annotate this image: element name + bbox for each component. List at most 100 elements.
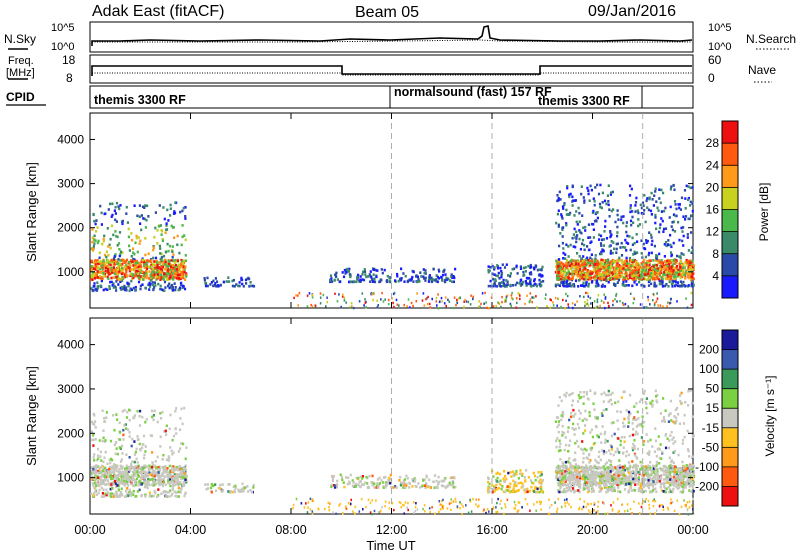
- data-cell: [600, 258, 603, 262]
- data-cell: [165, 424, 168, 428]
- data-cell: [564, 271, 567, 274]
- data-cell: [181, 209, 184, 213]
- data-cell: [176, 273, 179, 277]
- data-cell: [542, 280, 545, 283]
- data-cell: [628, 268, 631, 271]
- data-cell: [606, 259, 609, 263]
- nave-label: Nave: [748, 63, 776, 77]
- data-cell: [679, 272, 682, 276]
- data-cell: [160, 492, 163, 496]
- data-cell: [660, 217, 663, 220]
- data-cell: [606, 194, 609, 197]
- data-cell: [599, 242, 603, 245]
- data-cell: [103, 475, 106, 479]
- data-cell: [138, 261, 142, 265]
- data-cell: [364, 481, 367, 484]
- data-cell: [644, 269, 647, 273]
- data-cell: [522, 270, 525, 274]
- data-cell: [161, 238, 164, 241]
- data-cell: [557, 262, 560, 265]
- data-cell: [103, 272, 106, 276]
- data-cell: [608, 208, 611, 211]
- data-cell: [503, 266, 507, 269]
- data-cell: [172, 259, 175, 262]
- data-cell: [177, 481, 180, 484]
- data-cell: [574, 236, 577, 239]
- data-cell: [153, 281, 156, 284]
- data-cell: [241, 482, 244, 486]
- data-cell: [661, 277, 664, 281]
- data-cell: [500, 271, 504, 275]
- data-cell: [123, 479, 126, 483]
- data-cell: [175, 274, 178, 278]
- data-cell: [250, 490, 254, 494]
- data-cell: [562, 298, 564, 302]
- data-cell: [164, 263, 167, 266]
- data-cell: [169, 446, 172, 449]
- data-cell: [90, 259, 93, 263]
- data-cell: [692, 267, 695, 270]
- data-cell: [436, 280, 439, 284]
- data-cell: [126, 410, 129, 414]
- data-cell: [579, 268, 582, 271]
- data-cell: [104, 472, 107, 475]
- data-cell: [582, 255, 585, 258]
- data-cell: [689, 204, 692, 207]
- data-cell: [654, 427, 657, 430]
- data-cell: [112, 482, 115, 486]
- data-cell: [182, 206, 185, 210]
- data-cell: [91, 278, 94, 281]
- data-cell: [523, 476, 526, 479]
- data-cell: [650, 272, 653, 275]
- data-cell: [529, 280, 532, 283]
- data-cell: [357, 483, 360, 487]
- data-cell: [487, 487, 490, 490]
- data-cell: [450, 275, 453, 278]
- data-cell: [175, 473, 178, 477]
- data-cell: [630, 489, 633, 492]
- data-cell: [651, 267, 654, 270]
- data-cell: [364, 298, 366, 301]
- data-cell: [571, 276, 574, 280]
- data-cell: [677, 268, 680, 272]
- data-cell: [325, 305, 327, 308]
- data-cell: [123, 284, 126, 288]
- data-cell: [378, 482, 381, 485]
- data-cell: [165, 458, 168, 461]
- data-cell: [691, 246, 694, 249]
- data-cell: [401, 482, 404, 485]
- data-cell: [539, 474, 542, 478]
- data-cell: [649, 209, 653, 213]
- data-cell: [519, 267, 523, 270]
- data-cell: [587, 292, 589, 295]
- data-cell: [423, 271, 426, 275]
- data-cell: [622, 267, 625, 270]
- data-cell: [674, 275, 677, 278]
- data-cell: [691, 272, 694, 276]
- data-cell: [508, 490, 511, 494]
- data-cell: [607, 203, 610, 207]
- data-cell: [529, 292, 532, 295]
- data-cell: [528, 489, 531, 493]
- data-cell: [141, 415, 144, 419]
- data-cell: [640, 266, 643, 269]
- data-cell: [126, 487, 129, 490]
- data-cell: [690, 266, 693, 270]
- data-cell: [519, 469, 522, 472]
- data-cell: [146, 272, 149, 276]
- data-cell: [576, 275, 580, 278]
- data-cell: [101, 409, 104, 412]
- data-cell: [172, 226, 175, 229]
- data-cell: [125, 205, 128, 209]
- data-cell: [377, 486, 380, 489]
- data-cell: [639, 274, 642, 277]
- data-cell: [134, 483, 137, 487]
- data-cell: [156, 273, 159, 276]
- data-cell: [163, 471, 166, 474]
- data-cell: [648, 465, 651, 468]
- data-cell: [659, 467, 662, 470]
- data-cell: [138, 414, 141, 418]
- data-cell: [351, 479, 354, 482]
- data-cell: [653, 263, 656, 267]
- data-cell: [155, 278, 158, 281]
